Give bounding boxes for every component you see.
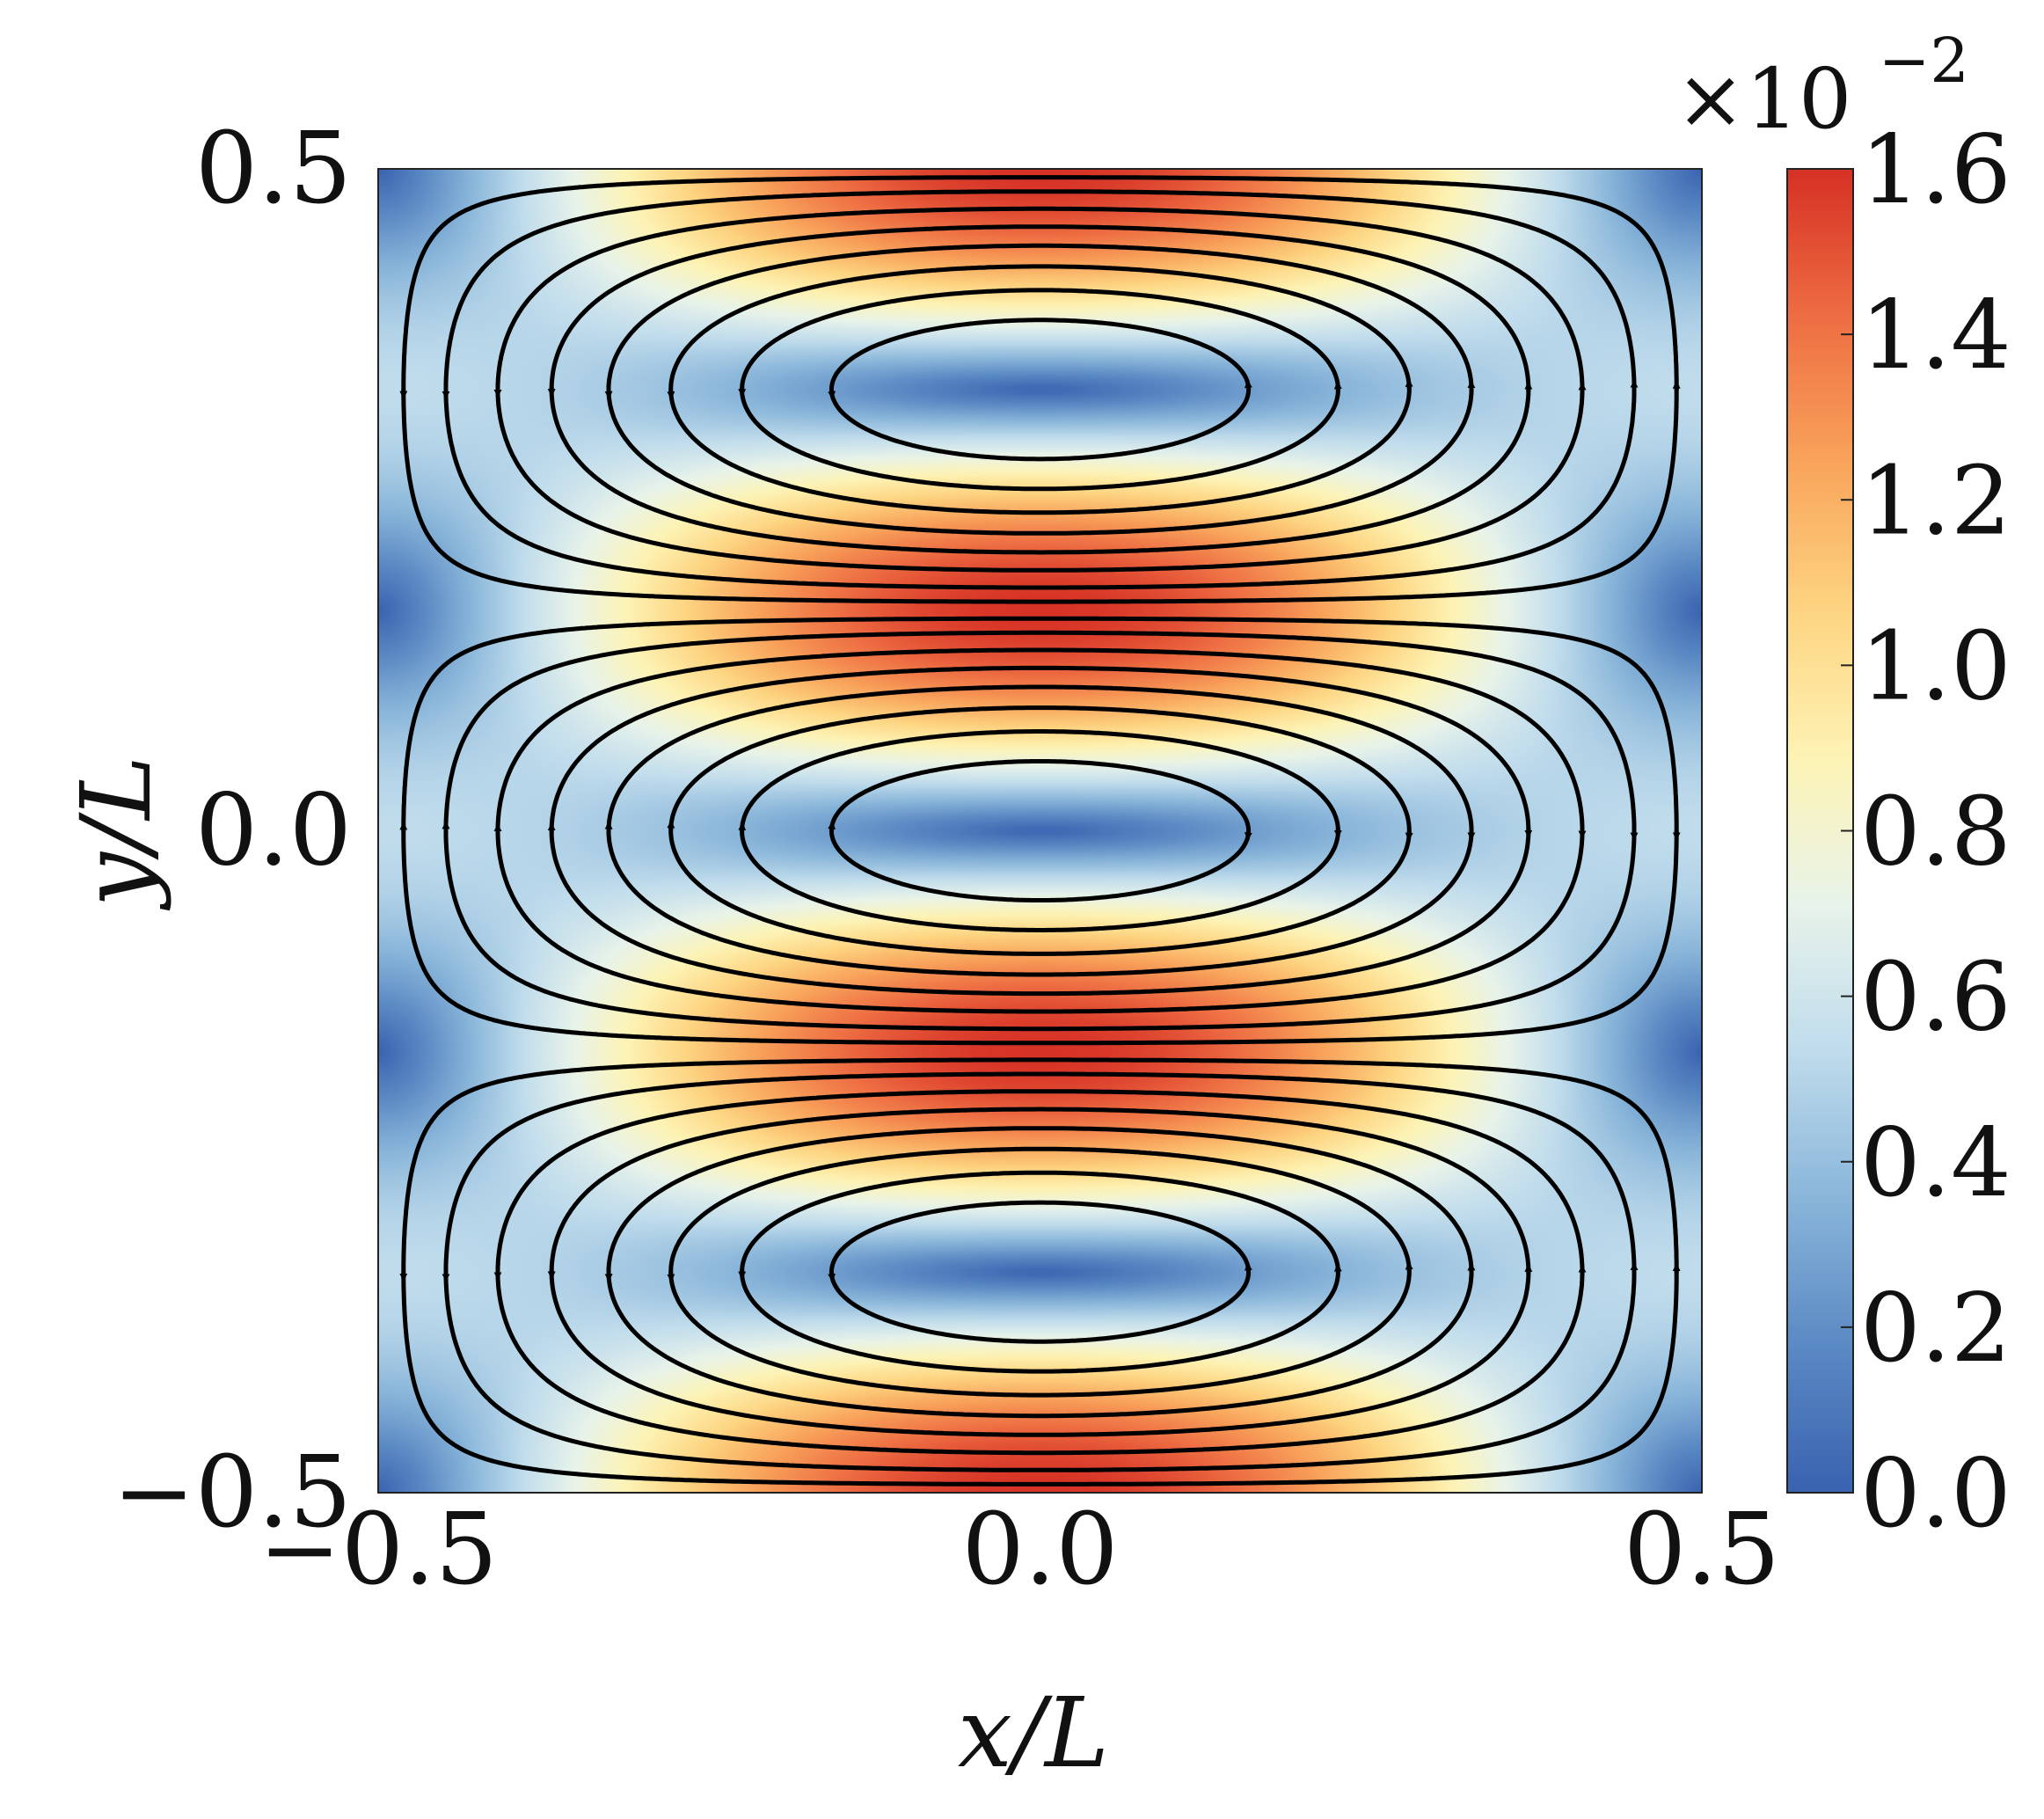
streamline — [549, 1107, 1531, 1437]
streamline — [668, 1146, 1412, 1398]
streamline — [606, 684, 1474, 977]
streamline — [443, 189, 1637, 590]
colorbar: 0.0 0.2 0.4 0.6 0.8 1.0 1.2 1.4 1.6 ×10 −2 — [1675, 25, 2011, 1549]
streamline — [740, 288, 1340, 492]
colorbar-tick-label: 0.8 — [1860, 778, 2011, 888]
x-tick-label: 0.5 — [1624, 1493, 1780, 1607]
x-axis-label: x/L — [958, 1677, 1109, 1789]
streamline-arrow — [1244, 1262, 1252, 1273]
streamline — [549, 224, 1531, 555]
colorbar-multiplier-exponent: −2 — [1879, 25, 1969, 97]
colorbar-tick-label: 0.0 — [1860, 1439, 2011, 1549]
streamlines — [399, 175, 1681, 1487]
plot-area — [377, 168, 1703, 1494]
streamline — [443, 630, 1637, 1032]
colorbar-tick-label: 0.4 — [1860, 1108, 2011, 1218]
streamline — [668, 264, 1412, 515]
speed-heatmap — [378, 169, 1702, 1493]
streamline — [740, 729, 1340, 932]
streamline — [401, 175, 1679, 604]
y-tick-label: 0.5 — [195, 112, 352, 226]
streamline — [829, 318, 1252, 462]
streamline-arrow — [828, 1271, 836, 1282]
streamline — [495, 1089, 1585, 1456]
colorbar-ticks: 0.0 0.2 0.4 0.6 0.8 1.0 1.2 1.4 1.6 — [1841, 115, 2011, 1549]
streamline — [495, 206, 1585, 573]
streamline-arrow — [1244, 379, 1252, 391]
streamline — [606, 243, 1474, 536]
streamline — [668, 705, 1412, 956]
streamline — [401, 1057, 1679, 1487]
colorbar-tick-label: 0.2 — [1860, 1274, 2011, 1384]
streamline-arrow — [828, 821, 836, 831]
streamline — [606, 1126, 1474, 1419]
streamline — [829, 759, 1252, 902]
y-axis-label: y/L — [60, 756, 172, 911]
x-axis-ticks: −0.5 0.0 0.5 — [259, 1493, 1780, 1607]
x-tick-label: 0.0 — [961, 1493, 1118, 1607]
colorbar-multiplier-base: ×10 — [1675, 51, 1851, 148]
colorbar-tick-label: 1.0 — [1860, 611, 2011, 721]
y-tick-label: −0.5 — [113, 1435, 352, 1550]
plot-frame — [377, 168, 1703, 1494]
streamline — [401, 616, 1679, 1046]
colorbar-tick-label: 1.4 — [1860, 281, 2011, 391]
y-axis-ticks: −0.5 0.0 0.5 — [113, 112, 352, 1550]
colorbar-tick-label: 1.6 — [1860, 115, 2011, 225]
x-tick-label: −0.5 — [259, 1493, 498, 1607]
y-tick-label: 0.0 — [195, 774, 352, 888]
streamline-arrow — [828, 389, 836, 399]
streamline — [443, 1071, 1637, 1472]
streamline — [495, 647, 1585, 1014]
streamline — [829, 1200, 1252, 1344]
colorbar-multiplier: ×10 −2 — [1675, 25, 1969, 148]
colorbar-tick-label: 0.6 — [1860, 943, 2011, 1053]
streamline — [740, 1170, 1340, 1374]
streamline-arrow — [1244, 830, 1252, 841]
colorbar-tick-label: 1.2 — [1860, 446, 2011, 556]
streamline — [549, 665, 1531, 997]
